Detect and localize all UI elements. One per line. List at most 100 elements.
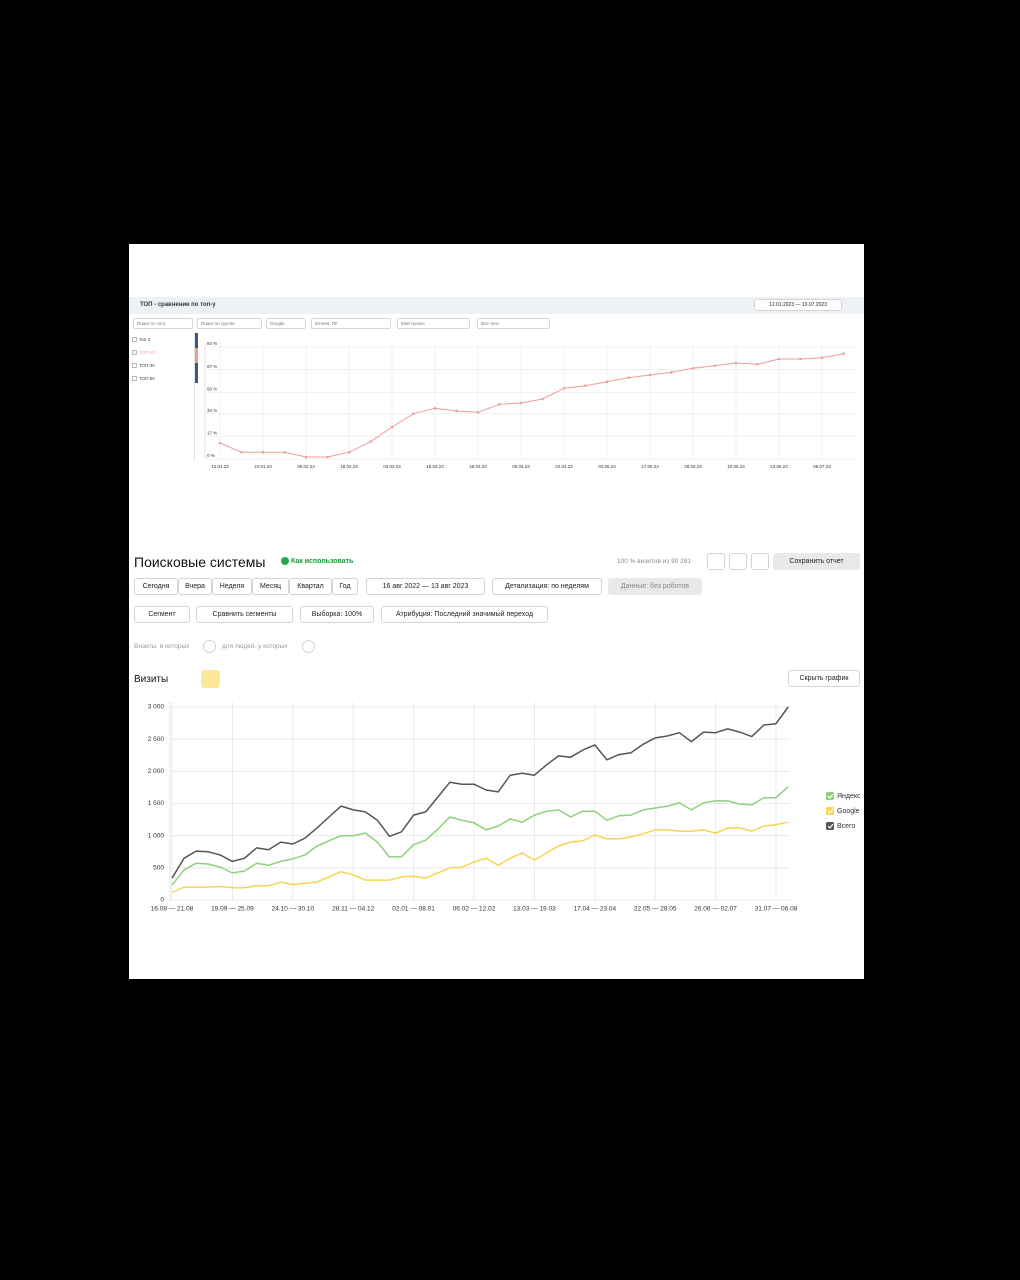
metric-title: Визиты xyxy=(134,673,169,685)
checkbox xyxy=(132,337,137,342)
legend-label: Google xyxy=(837,808,860,815)
filter-field[interactable]: Google xyxy=(266,318,306,329)
data-point xyxy=(240,451,243,454)
legend-check xyxy=(827,823,834,829)
legend-swatch xyxy=(826,807,834,815)
filter-field[interactable]: Мой проект xyxy=(397,318,470,329)
period-button[interactable]: Сегодня xyxy=(134,578,178,595)
data-point xyxy=(519,401,523,405)
segment-button[interactable]: Сегмент xyxy=(134,606,190,623)
data-point xyxy=(562,387,566,390)
data-point xyxy=(734,361,738,365)
x-tick-label: 17.05.23 xyxy=(641,464,659,469)
legend-check xyxy=(827,808,834,814)
hide-chart-button[interactable]: Скрыть график xyxy=(788,670,860,687)
period-button[interactable]: Месяц xyxy=(252,578,289,595)
attribution-button[interactable]: Атрибуция: Последний значимый переход xyxy=(381,606,548,623)
x-tick-label: 22.05 — 28.05 xyxy=(634,906,677,913)
compare-button[interactable]: Сравнить сегменты xyxy=(196,606,293,623)
data-point xyxy=(347,451,351,454)
sample-info: 100 % визитов из 90 291 xyxy=(617,558,692,565)
data-point xyxy=(541,397,544,401)
x-tick-label: 15.03.23 xyxy=(426,464,444,469)
data-point xyxy=(691,367,695,370)
data-point xyxy=(670,371,673,374)
x-tick-label: 23.06.23 xyxy=(770,464,788,469)
series-line xyxy=(171,706,789,879)
period-button[interactable]: Вчера xyxy=(178,578,212,595)
icon-button[interactable] xyxy=(751,553,769,570)
data-point xyxy=(433,407,437,410)
x-tick-label: 24.01.23 xyxy=(254,464,272,469)
period-button[interactable]: Год xyxy=(332,578,358,595)
x-tick-label: 19.09 — 25.09 xyxy=(211,906,254,913)
data-point xyxy=(498,403,501,406)
filter-field[interactable]: Поиск по тегу xyxy=(133,318,193,329)
legend-swatch xyxy=(826,792,834,800)
x-tick-label: 03.03.23 xyxy=(383,464,401,469)
x-tick-label: 10.06.23 xyxy=(727,464,745,469)
help-link: Как использовать xyxy=(291,558,354,565)
color-strip xyxy=(195,333,198,383)
x-tick-label: 13.03 — 19.03 xyxy=(513,906,556,913)
sampling-button[interactable]: Выборка: 100% xyxy=(300,606,374,623)
data-point xyxy=(820,356,824,359)
data-point xyxy=(283,451,286,454)
add-button[interactable] xyxy=(203,640,216,653)
filter-field[interactable]: Emmet, ПК xyxy=(311,318,391,329)
report-title: Поисковые системы xyxy=(134,554,266,570)
x-tick-label: 28.03.23 xyxy=(469,464,487,469)
icon-button[interactable] xyxy=(707,553,725,570)
save-button[interactable]: Сохранить отчет xyxy=(773,553,860,570)
data-point xyxy=(584,384,587,387)
x-tick-label: 16.08 — 21.08 xyxy=(151,906,194,913)
x-tick-label: 22.04.23 xyxy=(555,464,573,469)
data-point xyxy=(777,357,781,361)
x-tick-label: 17.04 — 23.04 xyxy=(573,906,616,913)
y-tick-label: 67 % xyxy=(207,364,217,369)
icon-button[interactable] xyxy=(729,553,747,570)
x-tick-label: 06.02 — 12.02 xyxy=(453,906,496,913)
x-tick-label: 29.05.23 xyxy=(684,464,702,469)
checkbox-label: Топ-3 xyxy=(139,336,151,342)
filter-field[interactable]: Все теги xyxy=(477,318,550,329)
header-bar xyxy=(129,297,864,314)
date-range[interactable]: 12.01.2023 — 10.07.2023 xyxy=(754,299,842,311)
x-tick-label: 24.10 — 30.10 xyxy=(271,906,314,913)
y-tick-label: 2 000 xyxy=(148,768,165,775)
y-tick-label: 1 000 xyxy=(148,832,165,839)
y-tick-label: 17 % xyxy=(207,431,217,436)
detail-button[interactable]: Детализация: по неделям xyxy=(492,578,602,595)
x-tick-label: 31.07 — 06.08 xyxy=(755,906,798,913)
period-button[interactable]: Неделя xyxy=(212,578,252,595)
legend-label: Всего xyxy=(837,823,855,830)
help-icon xyxy=(281,557,289,565)
date-button[interactable]: 16 авг 2022 — 13 авг 2023 xyxy=(366,578,485,595)
data-point xyxy=(412,412,415,415)
filter-field[interactable]: Поиск по группе xyxy=(197,318,262,329)
y-tick-label: 84 % xyxy=(207,341,217,346)
data-filter[interactable]: Данные: без роботов xyxy=(608,578,702,595)
data-point xyxy=(627,376,630,379)
data-point xyxy=(390,425,394,429)
data-point xyxy=(304,455,308,459)
people-filter: для людей, у которых xyxy=(222,643,288,650)
data-point xyxy=(648,373,652,377)
add-button[interactable] xyxy=(302,640,315,653)
checkbox-label: ТОП-10 xyxy=(139,349,155,355)
legend-swatch xyxy=(826,822,834,830)
data-point xyxy=(261,451,265,454)
period-button[interactable]: Квартал xyxy=(289,578,332,595)
chart-mode-active[interactable] xyxy=(201,670,220,688)
series-line xyxy=(171,786,789,886)
checkbox-label: ТОП-50 xyxy=(139,375,155,381)
checkbox xyxy=(132,376,137,381)
x-tick-label: 28.11 — 04.12 xyxy=(332,906,375,913)
data-point xyxy=(326,455,329,459)
series-line xyxy=(219,353,844,458)
data-point xyxy=(842,352,845,355)
data-point xyxy=(756,363,759,366)
legend-check xyxy=(827,793,834,799)
